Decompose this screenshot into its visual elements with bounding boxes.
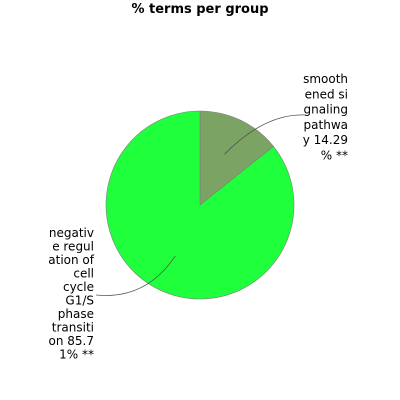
- slice-label-line: gnaling: [304, 103, 348, 117]
- slice-label-0: smooth ened si gnaling pathwa y 14.29 % **: [303, 72, 348, 163]
- slice-label-line: G1/S: [65, 294, 94, 308]
- slice-label-line: % **: [321, 149, 348, 163]
- slice-label-line: transiti: [52, 321, 94, 335]
- slice-label-line: ation of: [48, 253, 94, 267]
- slice-label-line: smooth: [303, 72, 348, 86]
- slice-label-line: on 85.7: [49, 334, 94, 348]
- leader-line-1: [95, 255, 176, 296]
- slice-label-line: e regul: [52, 240, 94, 254]
- slice-label-line: ened si: [305, 87, 348, 101]
- slice-label-1: negativ e regul ation of cell cycle G1/S phase…: [48, 226, 94, 362]
- pie-slice-1: [105, 110, 295, 300]
- slice-label-line: phase: [58, 307, 94, 321]
- slice-label-line: cell: [73, 267, 94, 281]
- pie-slice-0: [199, 110, 274, 206]
- slice-label-line: y 14.29: [303, 133, 348, 147]
- leader-line-0: [224, 114, 307, 155]
- chart-title: % terms per group: [131, 2, 268, 17]
- slice-label-line: cycle: [63, 280, 94, 294]
- slice-label-line: 1% **: [59, 348, 94, 362]
- slice-label-line: pathwa: [304, 118, 348, 132]
- slice-label-line: negativ: [49, 226, 94, 240]
